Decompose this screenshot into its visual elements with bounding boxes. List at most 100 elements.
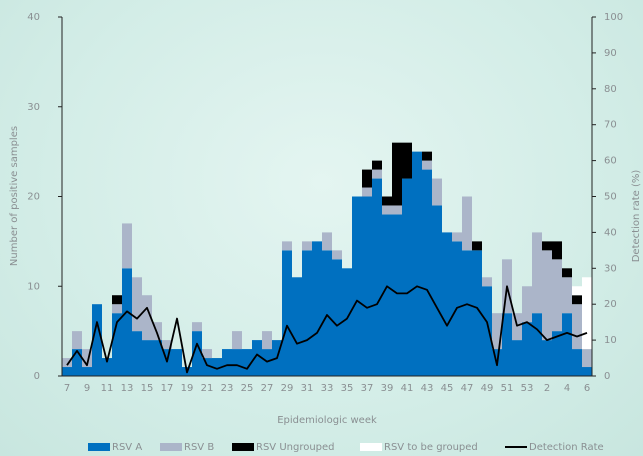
legend-label: RSV A: [112, 442, 142, 453]
bar-segment: [402, 142, 412, 179]
x-tick-label: 35: [341, 383, 354, 394]
bar-segment: [382, 205, 392, 215]
x-tick-label: 29: [281, 383, 294, 394]
x-tick-label: 23: [221, 383, 234, 394]
bar-segment: [302, 241, 312, 251]
bar-segment: [522, 322, 532, 376]
x-tick-label: 19: [181, 383, 194, 394]
bar-segment: [112, 304, 122, 314]
y-axis-title: Number of positive samples: [9, 126, 20, 266]
bar-segment: [502, 313, 512, 376]
bar-segment: [562, 268, 572, 278]
bar-segment: [162, 340, 172, 350]
bar-segment: [532, 313, 542, 376]
bar-segment: [372, 160, 382, 170]
bar-segment: [472, 250, 482, 376]
legend-label: RSV to be grouped: [384, 442, 478, 453]
bar-segment: [232, 331, 242, 350]
y2-tick-label: 40: [604, 227, 617, 238]
y2-tick-label: 0: [604, 371, 610, 382]
bar-segment: [522, 286, 532, 323]
bar-segment: [162, 349, 172, 376]
bar-segment: [152, 340, 162, 376]
bar-segment: [422, 169, 432, 376]
bar-segment: [562, 277, 572, 314]
bar-segment: [242, 349, 252, 376]
bar-segment: [492, 313, 502, 350]
bar-segment: [312, 241, 322, 376]
y-tick-label: 0: [34, 371, 40, 382]
bar-segment: [362, 196, 372, 376]
bar-segment: [572, 286, 582, 296]
y2-axis-title: Detection rate (%): [631, 170, 642, 263]
bar-segment: [222, 349, 232, 376]
bar-segment: [572, 295, 582, 305]
bar-segment: [102, 358, 112, 376]
bar-segment: [332, 250, 342, 260]
bar-segment: [462, 250, 472, 376]
bar-segment: [142, 295, 152, 341]
bar-segment: [202, 358, 212, 376]
bar-segment: [342, 268, 352, 376]
bar-segment: [552, 241, 562, 260]
x-tick-label: 45: [441, 383, 454, 394]
bar-segment: [192, 322, 202, 332]
bar-segment: [482, 277, 492, 287]
y2-tick-label: 70: [604, 120, 617, 131]
x-tick-label: 21: [201, 383, 214, 394]
bar-segment: [122, 268, 132, 376]
bar-segment: [62, 358, 72, 368]
bar-segment: [72, 349, 82, 376]
y2-tick-label: 80: [604, 84, 617, 95]
bar-segment: [362, 187, 372, 197]
x-tick-label: 41: [401, 383, 414, 394]
bar-segment: [362, 169, 372, 188]
bar-segment: [582, 349, 592, 368]
bar-segment: [542, 250, 552, 341]
bar-segment: [252, 340, 262, 376]
legend-swatch: [232, 443, 254, 451]
bar-segment: [232, 349, 242, 376]
bar-segment: [142, 340, 152, 376]
bar-segment: [92, 304, 102, 376]
x-tick-label: 53: [521, 383, 534, 394]
bar-segment: [172, 349, 182, 376]
legend-label: RSV B: [184, 442, 214, 453]
bar-segment: [352, 196, 362, 376]
bar-segment: [302, 250, 312, 376]
x-tick-label: 27: [261, 383, 274, 394]
x-tick-label: 47: [461, 383, 474, 394]
y2-tick-label: 100: [604, 12, 623, 23]
legend-swatch: [88, 443, 110, 451]
bar-segment: [402, 178, 412, 376]
y2-tick-label: 50: [604, 192, 617, 203]
x-tick-label: 43: [421, 383, 434, 394]
bar-segment: [82, 349, 92, 368]
bar-segment: [472, 241, 482, 251]
bar-segment: [132, 277, 142, 332]
bar-segment: [382, 196, 392, 206]
bar-segment: [322, 250, 332, 376]
bar-segment: [192, 331, 202, 376]
bar-segment: [372, 169, 382, 179]
x-tick-label: 49: [481, 383, 494, 394]
legend-swatch: [160, 443, 182, 451]
y-tick-label: 20: [27, 192, 40, 203]
bar-segment: [422, 151, 432, 161]
bar-segment: [372, 178, 382, 376]
bar-segment: [432, 205, 442, 376]
bar-segment: [112, 295, 122, 305]
bar-segment: [282, 241, 292, 251]
y-tick-label: 40: [27, 12, 40, 23]
bar-segment: [512, 313, 522, 341]
y-tick-label: 30: [27, 102, 40, 113]
bar-segment: [572, 349, 582, 376]
bar-segment: [552, 259, 562, 332]
bar-segment: [392, 214, 402, 376]
y2-tick-label: 20: [604, 299, 617, 310]
y2-tick-label: 10: [604, 335, 617, 346]
x-tick-label: 33: [321, 383, 334, 394]
bar-segment: [122, 223, 132, 269]
bar-segment: [212, 358, 222, 376]
